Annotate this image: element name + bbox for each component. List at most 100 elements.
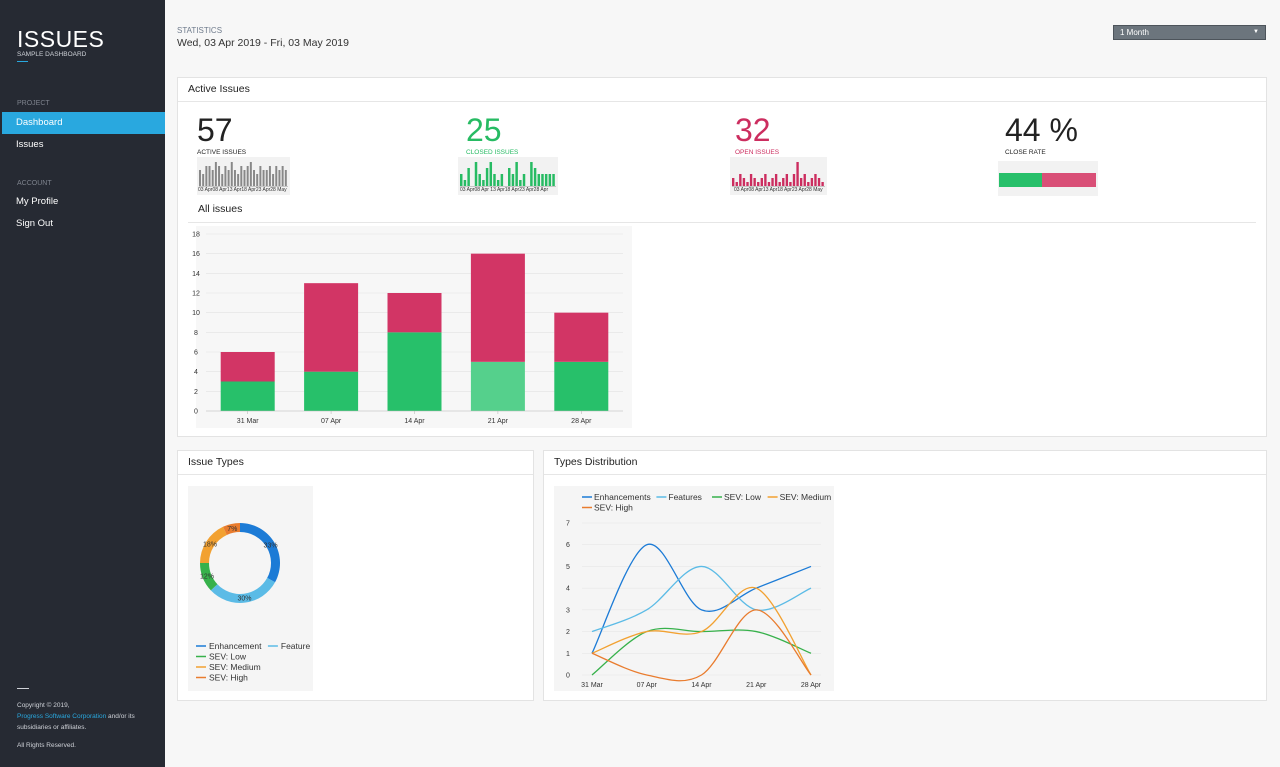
legend-label: Enhancement bbox=[209, 641, 262, 651]
period-select[interactable]: 1 Month ▼ bbox=[1113, 25, 1266, 40]
y-tick-label: 10 bbox=[192, 310, 200, 317]
x-tick-label: 28 Apr bbox=[571, 418, 592, 425]
x-tick-label: 31 Mar bbox=[581, 682, 603, 689]
y-tick-label: 1 bbox=[566, 651, 570, 658]
divider bbox=[188, 222, 1256, 223]
x-tick-label: 07 Apr bbox=[321, 418, 342, 425]
sparkline-bar bbox=[785, 174, 789, 186]
sidebar-item-issues[interactable]: Issues bbox=[16, 139, 44, 150]
kpi-label: CLOSE RATE bbox=[1005, 149, 1046, 156]
sparkline-bar bbox=[799, 178, 803, 186]
x-tick-label: 28 Apr bbox=[801, 682, 822, 689]
sparkline-active-chart bbox=[199, 162, 288, 187]
sparkline-axis: 03 Apr08 Apr13 Apr18 Apr23 Apr28 May bbox=[734, 187, 823, 193]
footer-rights: All Rights Reserved. bbox=[17, 742, 76, 749]
slice-label: 7% bbox=[227, 526, 237, 533]
sparkline-bar bbox=[489, 162, 493, 186]
sparkline-bar bbox=[281, 166, 284, 186]
sparkline-bar bbox=[533, 168, 537, 186]
sparkline-bar bbox=[496, 180, 500, 186]
sparkline-bar bbox=[789, 182, 792, 186]
close-rate-open-segment bbox=[1041, 173, 1096, 187]
sparkline-bar bbox=[541, 174, 544, 186]
x-tick-label: 21 Apr bbox=[746, 682, 767, 689]
sidebar-item-my-profile[interactable]: My Profile bbox=[16, 196, 59, 207]
sidebar-item-dashboard[interactable]: Dashboard bbox=[2, 112, 165, 134]
sparkline-bar bbox=[735, 182, 738, 186]
bar-closed bbox=[554, 361, 609, 411]
sparkline-bar bbox=[746, 182, 749, 186]
y-tick-label: 7 bbox=[566, 521, 570, 528]
app-title: ISSUES bbox=[17, 26, 105, 52]
sparkline-axis: 03 Apr08 Apr 13 Apr18 Apr23 Apr28 Apr bbox=[460, 187, 549, 193]
sparkline-bar bbox=[511, 174, 515, 186]
series-line bbox=[591, 609, 812, 682]
sparkline-bar bbox=[265, 170, 268, 186]
kpi-value: 44 % bbox=[1005, 112, 1078, 148]
kpi-value: 25 bbox=[466, 112, 502, 148]
issue-types-chart: 33% 30% 12% 18% 7% Enhancement Feature SEV: Low… bbox=[188, 486, 313, 691]
kpi-value: 32 bbox=[735, 112, 771, 148]
sparkline-bar bbox=[732, 178, 735, 186]
sparkline-axis: 03 Apr08 Apr13 Apr18 Apr23 Apr28 May bbox=[198, 187, 287, 193]
sparkline-bar bbox=[233, 170, 236, 186]
sparkline-bar bbox=[278, 170, 281, 186]
bar-open bbox=[554, 312, 609, 362]
company-link[interactable]: Progress Software Corporation bbox=[17, 713, 107, 720]
sidebar: ISSUES SAMPLE DASHBOARD PROJECT Dashboar… bbox=[0, 0, 165, 767]
sparkline-bar bbox=[268, 166, 271, 186]
section-label-project: PROJECT bbox=[17, 100, 50, 107]
chevron-down-icon: ▼ bbox=[1253, 29, 1259, 35]
kpi-label: OPEN ISSUES bbox=[735, 149, 780, 156]
sparkline-bar bbox=[767, 182, 771, 186]
sparkline-bar bbox=[803, 174, 806, 186]
sparkline-bar bbox=[500, 174, 504, 186]
sparkline-bar bbox=[814, 174, 817, 186]
sparkline-bar bbox=[810, 178, 814, 186]
bar-open bbox=[470, 253, 525, 362]
x-tick-label: 07 Apr bbox=[637, 682, 658, 689]
panel-title: Active Issues bbox=[178, 78, 1266, 102]
sparkline-bar bbox=[275, 166, 278, 186]
sparkline-bar bbox=[227, 170, 230, 186]
sparkline-open: 03 Apr08 Apr13 Apr18 Apr23 Apr28 May bbox=[730, 157, 827, 195]
bar-closed bbox=[470, 361, 525, 411]
panel-title: Types Distribution bbox=[544, 451, 1266, 475]
bar-open bbox=[220, 352, 275, 382]
sparkline-bar bbox=[792, 174, 796, 186]
sparkline-bar bbox=[256, 174, 259, 186]
legend-label: Features bbox=[668, 492, 702, 502]
sidebar-item-sign-out[interactable]: Sign Out bbox=[16, 218, 53, 229]
sparkline-bar bbox=[493, 174, 496, 186]
types-distribution-chart: 0 1 2 3 4 5 6 7 31 Mar 07 Apr 14 Apr 21 Apr 28 Apr En… bbox=[554, 486, 834, 691]
sparkline-bar bbox=[782, 178, 785, 186]
sparkline-bar bbox=[548, 174, 552, 186]
x-tick-label: 14 Apr bbox=[691, 682, 712, 689]
sparkline-bar bbox=[240, 166, 243, 186]
legend-label: SEV: Medium bbox=[209, 662, 261, 672]
sparkline-bar bbox=[224, 166, 227, 186]
bar-closed bbox=[387, 332, 442, 411]
sparkline-bar bbox=[262, 170, 265, 186]
sparkline-bar bbox=[208, 166, 211, 186]
bar-closed bbox=[220, 381, 275, 411]
sparkline-bar bbox=[272, 174, 275, 186]
sparkline-bar bbox=[771, 178, 774, 186]
date-range: Wed, 03 Apr 2019 - Fri, 03 May 2019 bbox=[177, 37, 349, 49]
sparkline-bar bbox=[230, 162, 233, 186]
slice-label: 33% bbox=[264, 542, 278, 549]
kpi-open-issues: 32 OPEN ISSUES bbox=[735, 112, 779, 156]
close-rate-closed-segment bbox=[999, 173, 1042, 187]
slice-label: 18% bbox=[203, 541, 217, 548]
close-rate-bar bbox=[998, 161, 1098, 196]
app-subtitle: SAMPLE DASHBOARD bbox=[17, 51, 87, 58]
sparkline-bar bbox=[249, 162, 252, 186]
sparkline-bar bbox=[774, 174, 778, 186]
sparkline-bar bbox=[742, 178, 746, 186]
donut-slice bbox=[210, 577, 276, 603]
y-tick-label: 18 bbox=[192, 232, 200, 239]
donut-slice bbox=[200, 526, 227, 563]
company-suffix: and/or its bbox=[106, 713, 135, 720]
sparkline-active: 03 Apr08 Apr13 Apr18 Apr23 Apr28 May bbox=[197, 157, 290, 195]
x-tick-label: 31 Mar bbox=[237, 418, 259, 425]
